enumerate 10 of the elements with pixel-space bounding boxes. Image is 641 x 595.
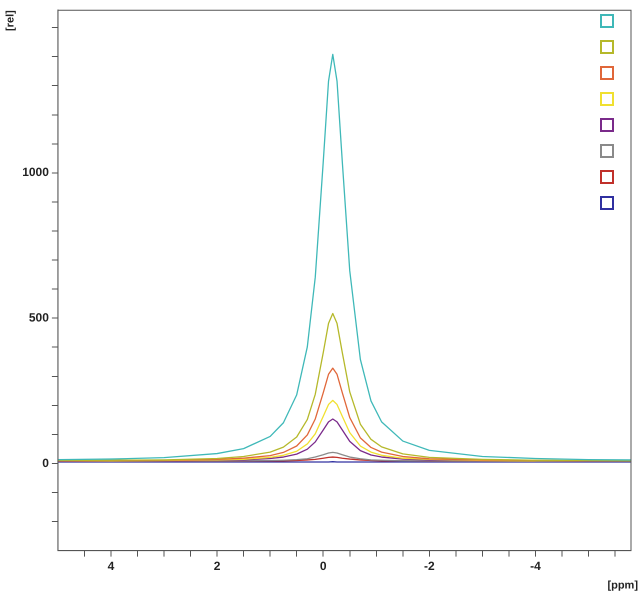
y-tick-label: 1000 [22, 165, 50, 180]
x-axis-title: [ppm] [607, 580, 638, 592]
y-tick-label: 0 [42, 456, 50, 470]
x-tick-label: 2 [214, 559, 221, 574]
x-tick-label: -2 [424, 559, 436, 574]
x-tick-label: -4 [530, 559, 542, 574]
y-axis-title: [rel] [4, 10, 17, 31]
y-tick-label: 500 [28, 310, 50, 324]
x-tick-label: 0 [320, 559, 327, 574]
x-tick-label: 4 [108, 559, 115, 574]
